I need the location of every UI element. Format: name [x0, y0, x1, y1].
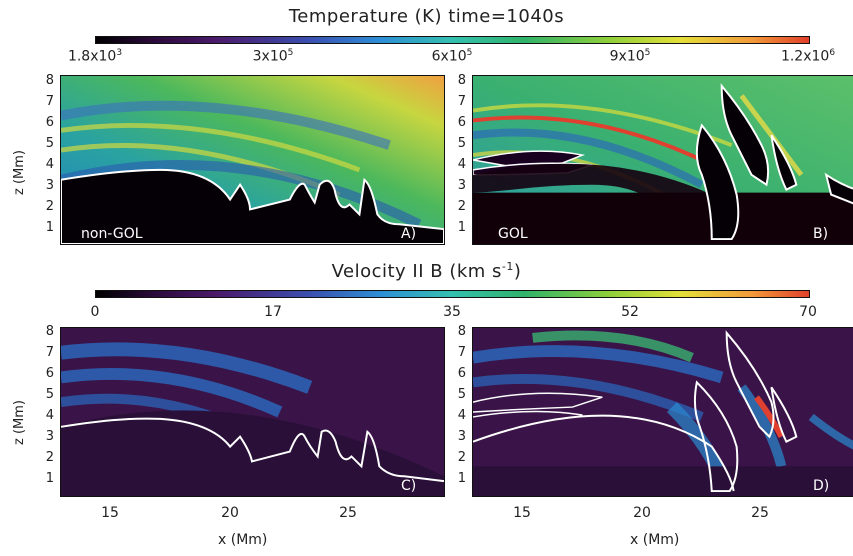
y-tick: 7 — [457, 345, 466, 360]
panel-b-tag: B) — [813, 226, 829, 242]
y-tick: 5 — [457, 387, 466, 402]
y-tick: 5 — [45, 387, 54, 402]
x-tick: 25 — [751, 505, 769, 521]
velocity-colorbar — [95, 290, 810, 298]
velocity-title: Velocity II B (km s-1) — [331, 260, 522, 282]
y-tick: 4 — [457, 408, 466, 423]
x-tick: 15 — [101, 505, 119, 521]
y-tick: 2 — [457, 450, 466, 465]
y-tick: 6 — [457, 115, 466, 130]
x-tick: 20 — [221, 505, 239, 521]
y-tick: 4 — [45, 157, 54, 172]
y-axis-label-bottom: z (Mm) — [12, 400, 27, 445]
y-tick: 5 — [45, 136, 54, 151]
temp-tick-1: 3x105 — [252, 48, 294, 65]
panel-a-image — [61, 76, 444, 244]
vel-tick-4: 70 — [799, 304, 817, 320]
y-tick: 4 — [457, 157, 466, 172]
panel-b-label: GOL — [498, 226, 528, 242]
y-tick: 2 — [45, 450, 54, 465]
y-tick: 3 — [457, 178, 466, 193]
y-tick: 1 — [45, 220, 54, 235]
panel-c-tag: C) — [401, 478, 417, 494]
panel-d-image — [473, 328, 853, 496]
y-tick: 8 — [457, 73, 466, 88]
x-tick: 20 — [633, 505, 651, 521]
panel-c-velocity-non-gol: C) — [60, 327, 445, 497]
y-tick: 2 — [457, 199, 466, 214]
temp-tick-0: 1.8x103 — [67, 48, 123, 65]
temperature-colorbar — [95, 36, 810, 44]
y-tick: 7 — [45, 345, 54, 360]
panel-a-tag: A) — [401, 226, 417, 242]
y-axis-label-top: z (Mm) — [12, 150, 27, 195]
y-tick: 6 — [45, 366, 54, 381]
y-tick: 1 — [457, 220, 466, 235]
panel-b-temperature-gol: GOL B) — [472, 75, 853, 245]
y-tick: 3 — [457, 429, 466, 444]
temp-tick-2: 6x105 — [431, 48, 473, 65]
y-tick: 8 — [45, 73, 54, 88]
y-tick: 1 — [457, 471, 466, 486]
y-tick: 7 — [45, 94, 54, 109]
panel-c-image — [61, 328, 444, 496]
y-tick: 1 — [45, 471, 54, 486]
y-tick: 3 — [45, 178, 54, 193]
y-tick: 4 — [45, 408, 54, 423]
panel-d-velocity-gol: D) — [472, 327, 853, 497]
y-tick: 6 — [457, 366, 466, 381]
vel-tick-0: 0 — [90, 304, 100, 320]
panel-a-label: non-GOL — [81, 226, 143, 242]
temp-tick-3: 9x105 — [609, 48, 651, 65]
x-axis-label-c: x (Mm) — [218, 532, 268, 548]
panel-d-tag: D) — [813, 478, 830, 494]
y-tick: 7 — [457, 94, 466, 109]
temp-tick-4: 1.2x106 — [780, 48, 836, 65]
temperature-title: Temperature (K) time=1040s — [288, 6, 565, 27]
panel-a-temperature-non-gol: non-GOL A) — [60, 75, 445, 245]
x-axis-label-d: x (Mm) — [630, 532, 680, 548]
vel-tick-3: 52 — [621, 304, 639, 320]
y-tick: 6 — [45, 115, 54, 130]
y-tick: 2 — [45, 199, 54, 214]
y-tick: 8 — [457, 324, 466, 339]
panel-b-image — [473, 76, 853, 244]
y-tick: 8 — [45, 324, 54, 339]
vel-tick-1: 17 — [264, 304, 282, 320]
x-tick: 15 — [513, 505, 531, 521]
y-tick: 5 — [457, 136, 466, 151]
x-tick: 25 — [339, 505, 357, 521]
vel-tick-2: 35 — [443, 304, 461, 320]
y-tick: 3 — [45, 429, 54, 444]
